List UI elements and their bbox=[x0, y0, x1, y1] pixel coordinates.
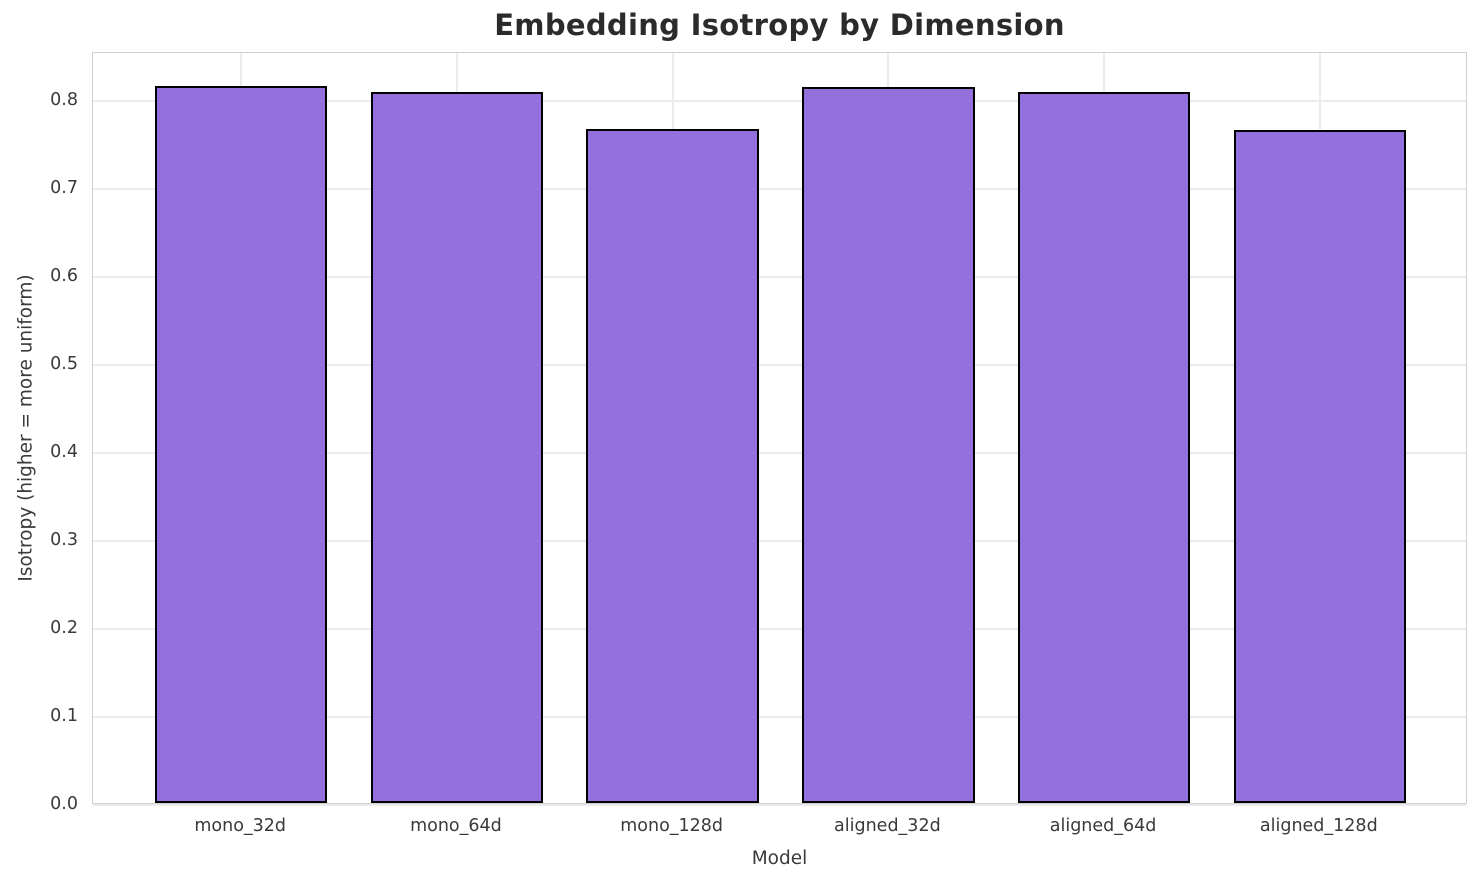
h-gridline-0.8 bbox=[93, 100, 1466, 103]
y-tick-label-0.5: 0.5 bbox=[50, 354, 78, 375]
bar-aligned_64d bbox=[1017, 92, 1191, 803]
bar-mono_32d bbox=[154, 86, 328, 803]
h-gridline-0.1 bbox=[93, 716, 1466, 719]
bar-mono_128d bbox=[586, 129, 759, 803]
y-tick-label-0.1: 0.1 bbox=[50, 706, 78, 727]
y-tick-label-0.2: 0.2 bbox=[50, 618, 78, 639]
y-tick-label-0.7: 0.7 bbox=[50, 178, 78, 199]
y-tick-label-0.6: 0.6 bbox=[50, 266, 78, 287]
plot-area bbox=[92, 52, 1467, 806]
h-gridline-0.5 bbox=[93, 364, 1466, 367]
h-gridline-0.7 bbox=[93, 188, 1466, 191]
bar-mono_64d bbox=[370, 92, 544, 803]
x-tick-label-aligned_32d: aligned_32d bbox=[834, 816, 941, 836]
bar-aligned_128d bbox=[1233, 130, 1407, 803]
x-tick-label-mono_128d: mono_128d bbox=[620, 816, 724, 836]
y-tick-label-0.3: 0.3 bbox=[50, 530, 78, 551]
x-axis-label: Model bbox=[751, 848, 808, 869]
y-axis-label-text: Isotropy (higher = more uniform) bbox=[15, 274, 37, 582]
x-tick-label-mono_32d: mono_32d bbox=[194, 816, 287, 836]
x-tick-label-aligned_64d: aligned_64d bbox=[1049, 816, 1157, 836]
x-tick-label-mono_64d: mono_64d bbox=[410, 816, 502, 836]
y-tick-label-0.4: 0.4 bbox=[50, 442, 78, 463]
h-gridline-0.0 bbox=[93, 804, 1466, 806]
h-gridline-0.3 bbox=[93, 540, 1466, 543]
h-gridline-0.4 bbox=[93, 452, 1466, 455]
h-gridline-0.6 bbox=[93, 276, 1466, 279]
bar-aligned_32d bbox=[802, 87, 975, 803]
y-tick-label-0.0: 0.0 bbox=[50, 794, 78, 814]
y-tick-label-0.8: 0.8 bbox=[50, 90, 78, 111]
h-gridline-0.2 bbox=[93, 628, 1466, 631]
chart-title: Embedding Isotropy by Dimension bbox=[494, 8, 1065, 42]
x-tick-label-aligned_128d: aligned_128d bbox=[1259, 816, 1378, 836]
